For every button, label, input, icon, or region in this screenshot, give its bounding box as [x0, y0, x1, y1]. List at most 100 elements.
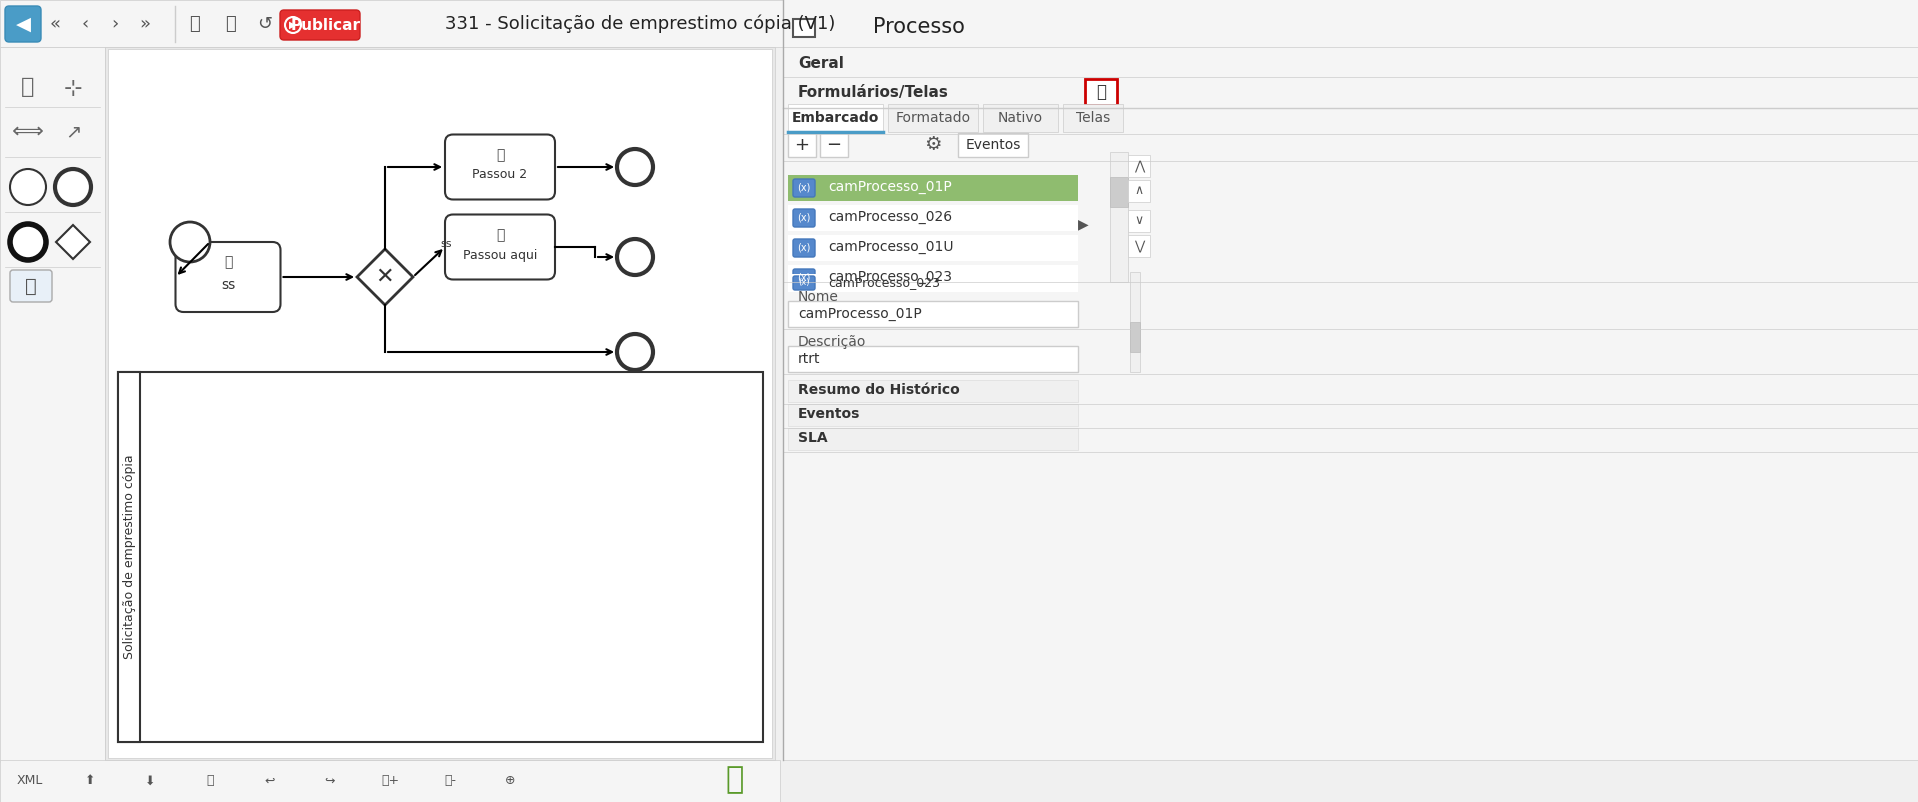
Text: Nativo: Nativo [997, 111, 1043, 125]
Bar [984, 104, 1059, 132]
Bar [788, 428, 1078, 450]
Bar [788, 205, 1078, 231]
Text: 👤: 👤 [497, 228, 504, 242]
Circle shape [10, 224, 46, 260]
Bar [1063, 104, 1124, 132]
Text: Nome: Nome [798, 290, 838, 304]
Text: Geral: Geral [798, 56, 844, 71]
Bar [788, 274, 1078, 292]
Circle shape [171, 222, 209, 262]
Circle shape [618, 334, 652, 370]
Bar [0, 760, 781, 802]
Bar [1111, 177, 1128, 207]
Text: Resumo do Histórico: Resumo do Histórico [798, 383, 959, 397]
Bar [788, 346, 1078, 372]
Text: 👤: 👤 [224, 255, 232, 269]
Text: Embarcado: Embarcado [792, 111, 878, 125]
Text: 🔍-: 🔍- [443, 775, 456, 788]
Text: camProcesso_01U: camProcesso_01U [829, 240, 953, 254]
Text: ∨: ∨ [1134, 214, 1143, 228]
Text: (x): (x) [798, 272, 811, 282]
Bar [119, 372, 140, 742]
Bar [1111, 152, 1128, 282]
Polygon shape [56, 225, 90, 259]
Bar [0, 47, 105, 762]
Text: ss: ss [441, 239, 453, 249]
Text: ›: › [111, 15, 119, 33]
Text: SLA: SLA [798, 431, 829, 445]
Bar [788, 133, 815, 157]
Text: ⬆: ⬆ [84, 775, 96, 788]
Bar [1130, 272, 1139, 372]
Text: (x): (x) [798, 212, 811, 222]
Polygon shape [357, 249, 412, 305]
Text: 🖼: 🖼 [207, 775, 213, 788]
FancyBboxPatch shape [792, 269, 815, 287]
Text: camProcesso_01P: camProcesso_01P [829, 180, 951, 194]
Text: ‹: ‹ [81, 15, 88, 33]
Bar [0, 0, 1918, 47]
Text: ⚙: ⚙ [924, 136, 942, 155]
Text: Solicitação de emprestimo cópia: Solicitação de emprestimo cópia [123, 455, 136, 659]
Text: ⊹: ⊹ [63, 79, 82, 99]
Text: XML: XML [17, 775, 44, 788]
Bar [783, 0, 1918, 760]
Bar [783, 0, 1918, 47]
Text: ▶: ▶ [1078, 217, 1088, 231]
Bar [788, 235, 1078, 261]
Text: (x): (x) [798, 182, 811, 192]
Bar [788, 265, 1078, 291]
FancyBboxPatch shape [10, 270, 52, 302]
Text: ✋: ✋ [21, 77, 35, 97]
FancyBboxPatch shape [792, 179, 815, 197]
Text: (x): (x) [798, 242, 811, 252]
Text: ⬇: ⬇ [144, 775, 155, 788]
Circle shape [618, 149, 652, 185]
Circle shape [56, 169, 90, 205]
Text: 🔍: 🔍 [1095, 83, 1107, 101]
FancyBboxPatch shape [280, 10, 361, 40]
Circle shape [10, 169, 46, 205]
Text: ⟺: ⟺ [12, 122, 44, 142]
Text: ↺: ↺ [257, 15, 272, 33]
Text: 🗑: 🗑 [190, 15, 199, 33]
Bar [792, 19, 815, 37]
Text: Formulários/Telas: Formulários/Telas [798, 84, 949, 99]
Text: camProcesso_01P: camProcesso_01P [798, 307, 923, 321]
Text: ↗: ↗ [65, 123, 81, 141]
Text: Processo: Processo [873, 17, 965, 37]
Text: Telas: Telas [1076, 111, 1111, 125]
Text: (x): (x) [798, 278, 809, 287]
FancyBboxPatch shape [176, 242, 280, 312]
Text: 👤: 👤 [25, 277, 36, 295]
Text: ∧: ∧ [1134, 184, 1143, 197]
Bar [821, 133, 848, 157]
Text: »: » [140, 15, 150, 33]
Bar [1128, 235, 1151, 257]
Text: ⊕: ⊕ [504, 775, 516, 788]
Bar [788, 175, 1078, 201]
FancyBboxPatch shape [792, 239, 815, 257]
Text: camProcesso_023: camProcesso_023 [829, 270, 951, 284]
FancyBboxPatch shape [6, 6, 40, 42]
Text: Formatado: Formatado [896, 111, 971, 125]
Bar [888, 104, 978, 132]
Text: «: « [50, 15, 61, 33]
Circle shape [618, 239, 652, 275]
Text: ◀: ◀ [15, 14, 31, 34]
Text: ↪: ↪ [324, 775, 336, 788]
Bar [1128, 180, 1151, 202]
Circle shape [286, 17, 301, 33]
Text: rtrt: rtrt [798, 352, 821, 366]
Text: ss: ss [221, 278, 236, 292]
Text: camProcesso_023: camProcesso_023 [829, 277, 940, 290]
Text: 🔍+: 🔍+ [382, 775, 399, 788]
Text: Passou aqui: Passou aqui [462, 249, 537, 261]
Bar [717, 762, 773, 797]
Bar [788, 301, 1078, 327]
Text: 👤: 👤 [497, 148, 504, 162]
FancyBboxPatch shape [445, 214, 554, 280]
FancyBboxPatch shape [445, 135, 554, 200]
Bar [788, 404, 1078, 426]
Text: ✕: ✕ [376, 267, 395, 287]
